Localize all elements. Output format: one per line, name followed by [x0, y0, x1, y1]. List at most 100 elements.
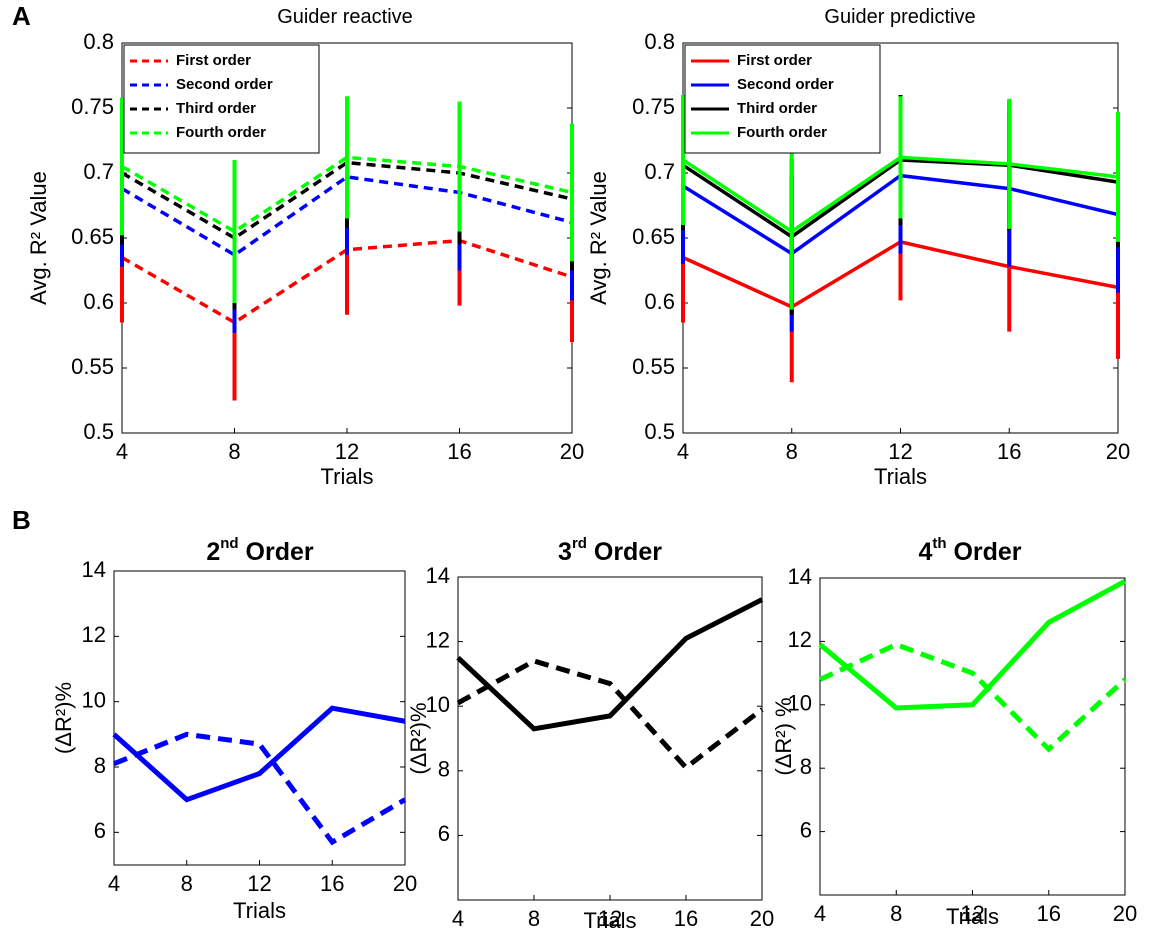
y-tick-label: 0.6 — [644, 289, 675, 314]
x-axis-label: Trials — [584, 908, 637, 933]
x-tick-label: 20 — [1113, 901, 1137, 926]
legend-label: Second order — [737, 76, 834, 93]
chart-title: Guider predictive — [824, 6, 975, 28]
legend-label: Third order — [737, 100, 817, 117]
x-tick-label: 16 — [674, 906, 698, 931]
y-tick-label: 10 — [82, 687, 106, 712]
title-part: 2 — [206, 538, 220, 566]
title-part: 4 — [918, 538, 932, 566]
x-tick-label: 12 — [335, 439, 359, 464]
y-tick-label: 0.7 — [644, 159, 675, 184]
legend-label: Fourth order — [737, 124, 827, 141]
series-line — [112, 705, 406, 803]
chart-title: 4th Order — [918, 535, 1021, 565]
y-tick-label: 12 — [426, 627, 450, 652]
x-tick-label: 20 — [560, 439, 584, 464]
x-tick-label: 4 — [116, 439, 128, 464]
y-axis-label: (ΔR²)% — [406, 702, 431, 774]
y-tick-label: 10 — [788, 691, 812, 716]
series-line — [818, 641, 1127, 753]
x-tick-label: 4 — [677, 439, 689, 464]
y-axis-label: Avg. R² Value — [26, 171, 51, 305]
title-part: Order — [239, 538, 314, 566]
x-tick-label: 12 — [247, 871, 271, 896]
y-tick-label: 0.8 — [83, 29, 114, 54]
x-tick-label: 16 — [447, 439, 471, 464]
y-tick-label: 14 — [82, 557, 106, 582]
y-tick-label: 6 — [800, 817, 812, 842]
x-tick-label: 8 — [528, 906, 540, 931]
x-tick-label: 20 — [393, 871, 417, 896]
x-tick-label: 12 — [960, 901, 984, 926]
y-axis-label: Avg. R² Value — [586, 171, 611, 305]
chart-title: Guider reactive — [277, 6, 413, 28]
x-tick-label: 8 — [786, 439, 798, 464]
x-tick-label: 8 — [890, 901, 902, 926]
y-tick-label: 14 — [788, 564, 812, 589]
legend-label: Fourth order — [176, 124, 266, 141]
title-part: Order — [947, 538, 1022, 566]
legend-label: Third order — [176, 100, 256, 117]
y-axis-label: (ΔR²)% — [51, 682, 76, 754]
plot-area — [113, 570, 406, 866]
plot-area — [457, 576, 763, 901]
x-axis-label: Trials — [874, 464, 927, 489]
panel-label: A — [12, 1, 31, 31]
y-tick-label: 12 — [788, 627, 812, 652]
y-tick-label: 0.6 — [83, 289, 114, 314]
series-line — [456, 597, 764, 732]
panel-label: B — [12, 505, 31, 535]
series-line — [113, 731, 407, 846]
y-tick-label: 14 — [426, 563, 450, 588]
y-tick-label: 0.65 — [71, 224, 114, 249]
x-tick-label: 8 — [228, 439, 240, 464]
x-tick-label: 16 — [320, 871, 344, 896]
chart-title: 2nd Order — [206, 535, 314, 565]
y-tick-label: 8 — [94, 753, 106, 778]
y-tick-label: 0.55 — [632, 354, 675, 379]
x-tick-label: 20 — [1106, 439, 1130, 464]
plot-area — [819, 577, 1126, 896]
x-tick-label: 4 — [452, 906, 464, 931]
y-tick-label: 0.75 — [71, 94, 114, 119]
y-axis-label: (ΔR²) % — [771, 697, 796, 775]
x-tick-label: 12 — [888, 439, 912, 464]
title-part: nd — [220, 535, 238, 552]
series-line — [818, 578, 1127, 711]
title-part: th — [932, 535, 946, 552]
chart-title: 3rd Order — [558, 535, 662, 565]
x-tick-label: 4 — [814, 901, 826, 926]
y-tick-label: 0.55 — [71, 354, 114, 379]
y-tick-label: 12 — [82, 622, 106, 647]
x-tick-label: 12 — [598, 906, 622, 931]
x-tick-label: 8 — [181, 871, 193, 896]
title-part: Guider predictive — [824, 6, 975, 28]
x-tick-label: 16 — [1037, 901, 1061, 926]
x-axis-label: Trials — [946, 904, 999, 929]
x-tick-label: 16 — [997, 439, 1021, 464]
y-tick-label: 10 — [426, 692, 450, 717]
legend-box — [684, 44, 881, 154]
x-axis-label: Trials — [321, 464, 374, 489]
y-tick-label: 0.5 — [83, 419, 114, 444]
title-part: rd — [572, 535, 587, 552]
x-tick-label: 4 — [108, 871, 120, 896]
y-tick-label: 0.75 — [632, 94, 675, 119]
series-line — [456, 658, 764, 771]
x-axis-label: Trials — [233, 898, 286, 923]
title-part: Order — [587, 538, 662, 566]
legend-label: Second order — [176, 76, 273, 93]
x-tick-label: 20 — [750, 906, 774, 931]
title-part: Guider reactive — [277, 6, 413, 28]
y-tick-label: 0.5 — [644, 419, 675, 444]
legend-box — [123, 44, 320, 154]
y-tick-label: 0.65 — [632, 224, 675, 249]
y-tick-label: 0.7 — [83, 159, 114, 184]
y-tick-label: 8 — [438, 757, 450, 782]
y-tick-label: 0.8 — [644, 29, 675, 54]
legend-label: First order — [737, 52, 812, 69]
legend-label: First order — [176, 52, 251, 69]
y-tick-label: 8 — [800, 754, 812, 779]
title-part: 3 — [558, 538, 572, 566]
